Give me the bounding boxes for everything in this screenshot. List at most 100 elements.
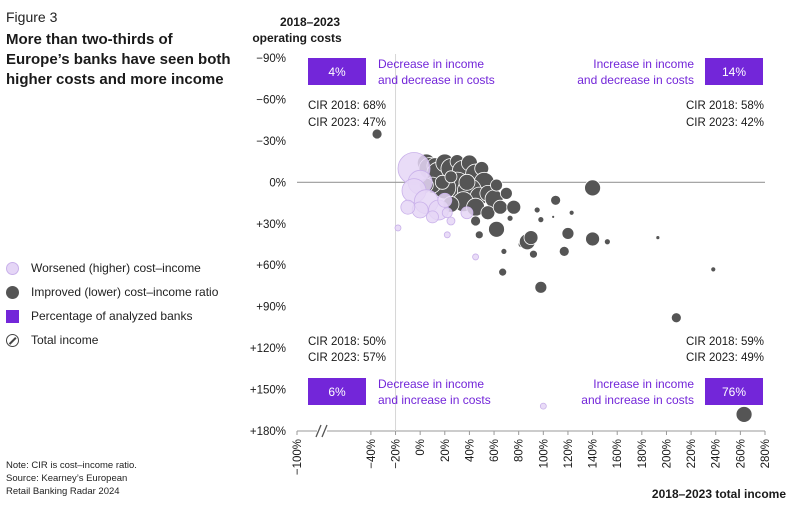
figure-label: Figure 3 bbox=[6, 9, 58, 25]
quadrant-top-right-text-2: and decrease in costs bbox=[577, 73, 694, 87]
cir-bottom-right-2023: CIR 2023: 49% bbox=[686, 352, 764, 364]
x-tick-label: 220% bbox=[686, 439, 698, 468]
improved-bubble bbox=[603, 238, 611, 246]
improved-marker-icon bbox=[6, 285, 19, 299]
y-axis-title-line-1: 2018–2023 bbox=[280, 15, 340, 29]
x-tick-label: 280% bbox=[760, 439, 772, 468]
quadrant-bottom-right-text-1: Increase in income bbox=[593, 377, 694, 391]
x-tick-label: 260% bbox=[735, 439, 747, 468]
improved-bubble bbox=[498, 267, 508, 277]
improved-bubble bbox=[371, 128, 383, 140]
legend: Worsened (higher) cost–income Improved (… bbox=[6, 256, 218, 352]
x-tick-label: 80% bbox=[514, 439, 526, 462]
x-tick-label: 20% bbox=[440, 439, 452, 462]
pct-top-left-value: 4% bbox=[328, 65, 346, 79]
note-cir: Note: CIR is cost–income ratio. bbox=[6, 460, 137, 471]
total-income-circle-icon bbox=[6, 333, 19, 347]
x-tick-label: 200% bbox=[661, 439, 673, 468]
worsened-bubble bbox=[460, 206, 474, 220]
cir-top-left-2018: CIR 2018: 68% bbox=[308, 100, 386, 112]
worsened-bubble bbox=[441, 207, 453, 219]
cir-bottom-right-2018: CIR 2018: 59% bbox=[686, 336, 764, 348]
improved-bubble bbox=[470, 215, 481, 227]
worsened-bubble bbox=[394, 224, 402, 232]
cir-bottom-left-2023: CIR 2023: 57% bbox=[308, 352, 386, 364]
y-tick-label: +180% bbox=[250, 426, 286, 438]
cir-top-right-2018: CIR 2018: 58% bbox=[686, 100, 764, 112]
worsened-bubble bbox=[400, 199, 416, 215]
worsened-marker-icon bbox=[6, 261, 19, 275]
y-axis-title-line-2: operating costs bbox=[252, 31, 342, 45]
percentage-square-icon bbox=[6, 309, 19, 323]
improved-bubble bbox=[490, 178, 503, 192]
quadrant-bottom-left-text-1: Decrease in income bbox=[378, 377, 484, 391]
source-line-1: Source: Kearney’s European bbox=[6, 473, 128, 484]
improved-bubble bbox=[551, 214, 556, 219]
pct-top-right-value: 14% bbox=[722, 65, 746, 79]
improved-bubble bbox=[500, 248, 508, 255]
y-tick-label: +120% bbox=[250, 343, 286, 355]
x-tick-label: 0% bbox=[415, 439, 427, 456]
pct-bottom-right-box bbox=[705, 378, 763, 405]
improved-bubble bbox=[529, 249, 538, 259]
y-tick-label: −30% bbox=[256, 136, 286, 148]
pct-bottom-right-value: 76% bbox=[722, 385, 746, 399]
improved-bubble bbox=[585, 231, 600, 247]
worsened-bubble bbox=[446, 216, 456, 226]
quadrant-top-left-text-1: Decrease in income bbox=[378, 57, 484, 71]
improved-bubble bbox=[458, 173, 476, 191]
improved-bubble bbox=[533, 206, 541, 214]
quadrant-bottom-left-text-2: and increase in costs bbox=[378, 393, 491, 407]
improved-bubble bbox=[534, 280, 548, 294]
improved-bubble bbox=[444, 170, 458, 184]
improved-bubble bbox=[735, 406, 753, 423]
worsened-bubble bbox=[472, 253, 479, 261]
legend-item-total-income: Total income bbox=[6, 328, 218, 352]
legend-item-percentage: Percentage of analyzed banks bbox=[6, 304, 218, 328]
x-tick-label: −20% bbox=[391, 439, 403, 469]
y-tick-label: −60% bbox=[256, 94, 286, 106]
pct-top-left-box bbox=[308, 58, 366, 85]
improved-bubble bbox=[568, 209, 575, 216]
worsened-bubble bbox=[437, 192, 453, 208]
axis-break-mark bbox=[321, 424, 328, 438]
source-line-2: Retail Banking Radar 2024 bbox=[6, 486, 120, 497]
y-tick-label: +30% bbox=[256, 219, 286, 231]
x-tick-label: 240% bbox=[711, 439, 723, 468]
pct-bottom-left-box bbox=[308, 378, 366, 405]
x-tick-label: 140% bbox=[588, 439, 600, 468]
cir-bottom-left-2018: CIR 2018: 50% bbox=[308, 336, 386, 348]
legend-label-total-income: Total income bbox=[31, 333, 99, 347]
y-tick-label: −90% bbox=[256, 53, 286, 65]
pct-top-right-box bbox=[705, 58, 763, 85]
improved-bubble bbox=[655, 235, 661, 240]
y-tick-label: +150% bbox=[250, 385, 286, 397]
y-tick-label: +90% bbox=[256, 302, 286, 314]
quadrant-top-right-text-1: Increase in income bbox=[593, 57, 694, 71]
worsened-bubble bbox=[539, 402, 547, 410]
y-tick-label: 0% bbox=[269, 177, 286, 189]
y-tick-label: +60% bbox=[256, 260, 286, 272]
legend-item-improved: Improved (lower) cost–income ratio bbox=[6, 280, 218, 304]
improved-bubble bbox=[561, 227, 575, 240]
x-tick-label: 120% bbox=[563, 439, 575, 468]
improved-bubble bbox=[584, 179, 601, 197]
x-axis-title: 2018–2023 total income bbox=[652, 487, 786, 501]
legend-label-worsened: Worsened (higher) cost–income bbox=[31, 261, 201, 275]
x-tick-label: 180% bbox=[637, 439, 649, 468]
x-tick-label: −40% bbox=[366, 439, 378, 469]
pct-bottom-left-value: 6% bbox=[328, 385, 346, 399]
legend-label-improved: Improved (lower) cost–income ratio bbox=[31, 285, 219, 299]
improved-bubble bbox=[474, 230, 484, 240]
axis-break-mark bbox=[315, 424, 322, 438]
x-tick-label: 40% bbox=[464, 439, 476, 462]
improved-bubble bbox=[499, 186, 513, 200]
improved-bubble bbox=[710, 266, 717, 273]
improved-bubble bbox=[558, 246, 570, 257]
improved-bubble bbox=[488, 220, 505, 238]
improved-bubble bbox=[480, 205, 496, 221]
legend-label-percentage: Percentage of analyzed banks bbox=[31, 309, 193, 323]
legend-item-worsened: Worsened (higher) cost–income bbox=[6, 256, 218, 280]
cir-top-right-2023: CIR 2023: 42% bbox=[686, 117, 764, 129]
